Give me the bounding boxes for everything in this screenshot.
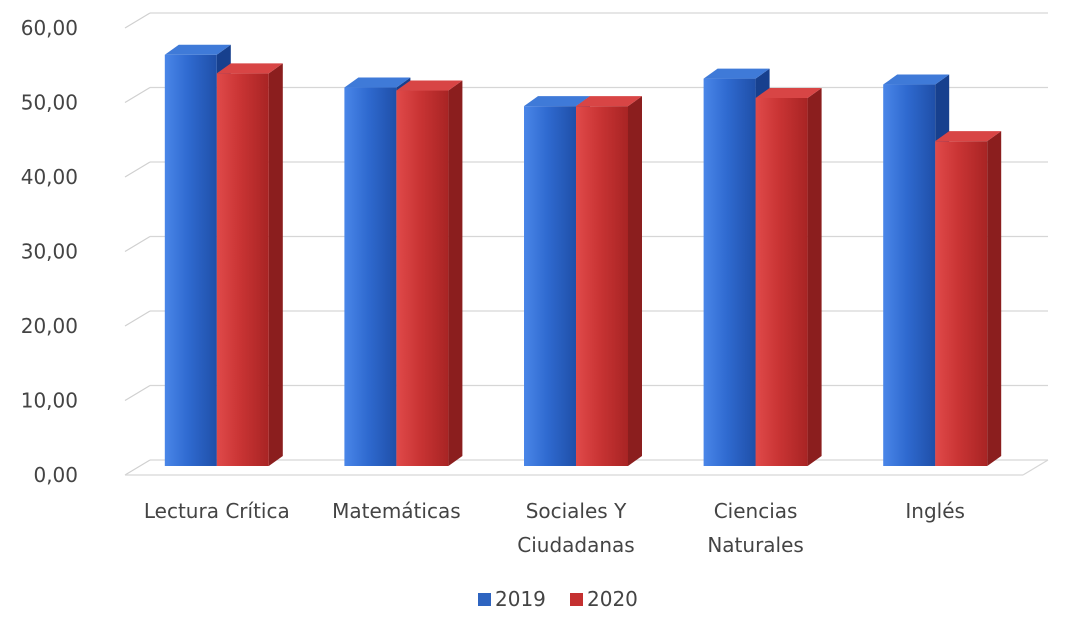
bar-2019	[703, 78, 756, 466]
bar-top-2020	[576, 96, 642, 107]
bar-side-2020	[448, 80, 463, 467]
gridline-diagonal	[124, 384, 151, 402]
bar-top-2019	[344, 77, 411, 88]
bar-side-2020	[268, 63, 283, 466]
gridline-diagonal	[124, 459, 151, 476]
gridline-diagonal	[124, 12, 151, 29]
bar-2020	[216, 73, 269, 466]
y-tick-label: 10,00	[21, 389, 78, 413]
bar-2019	[164, 54, 217, 466]
gridline-diagonal	[124, 86, 151, 104]
bar-side-2020	[807, 87, 822, 466]
y-tick-label: 30,00	[21, 240, 78, 264]
legend-swatch-2019	[478, 593, 491, 606]
bar-2020	[396, 90, 449, 467]
y-axis: 0,00 10,00 20,00 30,00 40,00 50,00 60,00	[21, 16, 78, 487]
bar-top-2019	[703, 68, 770, 79]
bar-top-2020	[396, 80, 463, 91]
bar-top-2020	[755, 87, 822, 98]
bar-top-2019	[883, 74, 950, 85]
gridline-diagonal	[124, 310, 151, 327]
bar-2020	[576, 106, 628, 466]
y-tick-label: 40,00	[21, 165, 78, 189]
bar-top-2020	[935, 131, 1002, 142]
x-category-label: Ciencias Naturales	[707, 499, 804, 557]
gridline-diagonal	[124, 161, 151, 178]
x-category-label: Matemáticas	[332, 499, 460, 523]
x-category-label: Sociales Y Ciudadanas	[517, 499, 634, 557]
bar-side-2020	[628, 96, 642, 466]
bar-top-2020	[216, 63, 283, 74]
gridline-diagonal	[124, 235, 151, 253]
y-tick-label: 20,00	[21, 314, 78, 338]
bar-2019	[883, 84, 936, 466]
bar-2019	[344, 87, 397, 466]
bars	[164, 44, 1002, 467]
y-tick-label: 50,00	[21, 91, 78, 115]
legend-label-2020: 2020	[587, 587, 638, 611]
bar-side-2020	[987, 131, 1002, 466]
bar-top-2019	[524, 96, 590, 107]
x-category-label: Inglés	[905, 499, 965, 523]
legend-label-2019: 2019	[495, 587, 546, 611]
y-tick-label: 60,00	[21, 16, 78, 40]
bar-top-2019	[164, 44, 231, 55]
legend: 2019 2020	[478, 587, 638, 611]
x-axis: Lectura Crítica Matemáticas Sociales Y Ciud…	[144, 499, 965, 557]
floor-edge-right	[1022, 459, 1049, 476]
bar-2019	[524, 106, 576, 466]
legend-swatch-2020	[570, 593, 583, 606]
y-tick-label: 0,00	[33, 463, 78, 487]
bar-2020	[755, 97, 808, 466]
x-category-label: Lectura Crítica	[144, 499, 290, 523]
bar-2020	[935, 141, 988, 466]
